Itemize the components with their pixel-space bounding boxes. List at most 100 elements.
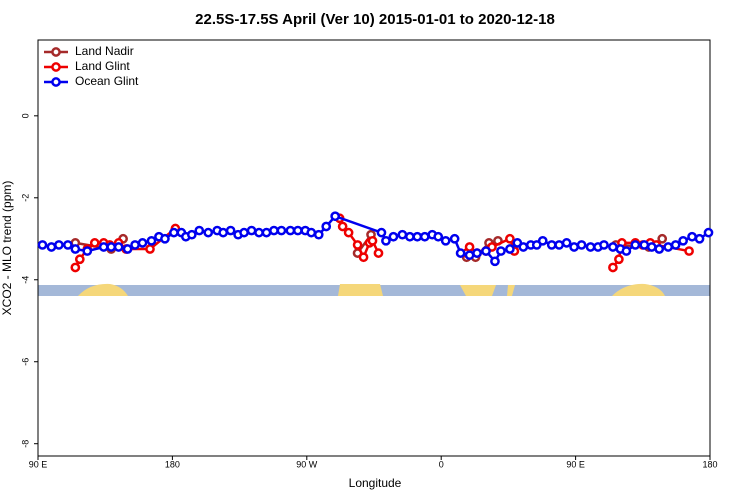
data-point xyxy=(63,240,73,250)
data-point xyxy=(306,227,317,238)
data-point xyxy=(122,244,133,254)
y-tick-label: -8 xyxy=(20,440,30,448)
data-point xyxy=(239,227,249,238)
data-point xyxy=(585,242,596,252)
data-point xyxy=(70,262,81,273)
x-tick-label: 180 xyxy=(165,459,180,469)
data-point xyxy=(54,240,64,250)
data-point xyxy=(687,231,697,242)
data-point xyxy=(388,231,399,242)
data-point xyxy=(343,227,354,238)
data-point xyxy=(561,238,572,248)
plot-frame xyxy=(37,39,711,457)
land-patch xyxy=(507,285,515,296)
data-point xyxy=(703,227,714,238)
land-patch xyxy=(460,285,496,296)
data-point xyxy=(639,240,650,250)
legend-text: Land Nadir xyxy=(75,44,134,58)
data-point xyxy=(130,240,140,250)
x-axis-label: Longitude xyxy=(349,476,402,490)
data-point xyxy=(694,233,705,244)
data-point xyxy=(246,225,257,236)
data-point xyxy=(505,244,515,254)
data-point xyxy=(397,229,408,240)
data-point xyxy=(505,233,515,244)
data-point xyxy=(433,231,444,242)
y-tick-label: -2 xyxy=(20,194,30,202)
y-tick-label: -4 xyxy=(20,276,30,284)
legend-marker xyxy=(51,62,61,72)
data-point xyxy=(225,225,236,236)
data-point xyxy=(373,248,384,258)
data-point xyxy=(89,238,100,248)
data-point xyxy=(614,254,624,265)
data-point xyxy=(82,246,93,256)
data-point xyxy=(358,252,369,263)
data-point xyxy=(218,227,229,238)
data-point xyxy=(546,240,557,250)
legend-text: Land Glint xyxy=(75,59,130,73)
data-point xyxy=(621,246,632,256)
legend-text: Ocean Glint xyxy=(75,74,139,88)
y-tick-label: -6 xyxy=(20,358,30,366)
data-point xyxy=(440,235,451,246)
data-point xyxy=(654,244,665,254)
data-point xyxy=(160,233,170,244)
land-patch xyxy=(78,283,128,296)
x-tick-label: 90 W xyxy=(296,459,318,469)
data-point xyxy=(464,250,475,261)
data-point xyxy=(313,229,324,240)
data-point xyxy=(404,231,415,242)
data-point xyxy=(599,240,609,250)
data-point xyxy=(254,227,264,238)
data-point xyxy=(449,233,460,244)
data-point xyxy=(37,240,48,250)
x-tick-label: 0 xyxy=(439,459,444,469)
data-point xyxy=(381,235,391,246)
data-point xyxy=(608,262,618,273)
data-point xyxy=(194,225,205,236)
data-point xyxy=(554,240,565,250)
data-point xyxy=(518,242,529,252)
map-strip xyxy=(38,283,710,296)
data-point xyxy=(646,242,657,252)
data-point xyxy=(321,221,332,232)
data-point xyxy=(145,244,155,254)
data-point xyxy=(269,225,279,236)
data-point xyxy=(169,227,179,238)
data-point xyxy=(376,227,387,238)
data-point xyxy=(670,240,681,250)
data-point xyxy=(630,240,641,250)
data-point xyxy=(337,221,348,232)
y-axis-label: XCO2 - MLO trend (ppm) xyxy=(0,181,14,316)
data-point xyxy=(146,235,157,246)
data-point xyxy=(496,246,506,256)
data-point xyxy=(576,240,587,250)
data-point xyxy=(330,211,341,222)
data-point xyxy=(663,242,674,252)
data-point xyxy=(537,235,548,246)
y-tick-label: 0 xyxy=(20,113,30,118)
data-point xyxy=(472,248,482,258)
legend-marker xyxy=(51,77,61,87)
data-point xyxy=(261,227,272,238)
data-point xyxy=(352,240,363,250)
data-point xyxy=(113,242,124,252)
x-tick-label: 90 E xyxy=(566,459,585,469)
data-point xyxy=(481,246,491,256)
data-point xyxy=(70,244,81,254)
data-point xyxy=(464,242,475,252)
data-point xyxy=(276,225,287,236)
data-point xyxy=(186,229,197,240)
data-point xyxy=(292,225,303,236)
legend-marker xyxy=(51,47,61,57)
data-point xyxy=(285,225,296,236)
data-point xyxy=(106,242,117,252)
data-point xyxy=(137,238,148,248)
x-tick-label: 90 E xyxy=(29,459,48,469)
data-point xyxy=(678,235,688,246)
data-point xyxy=(490,256,500,267)
data-point xyxy=(367,235,378,246)
